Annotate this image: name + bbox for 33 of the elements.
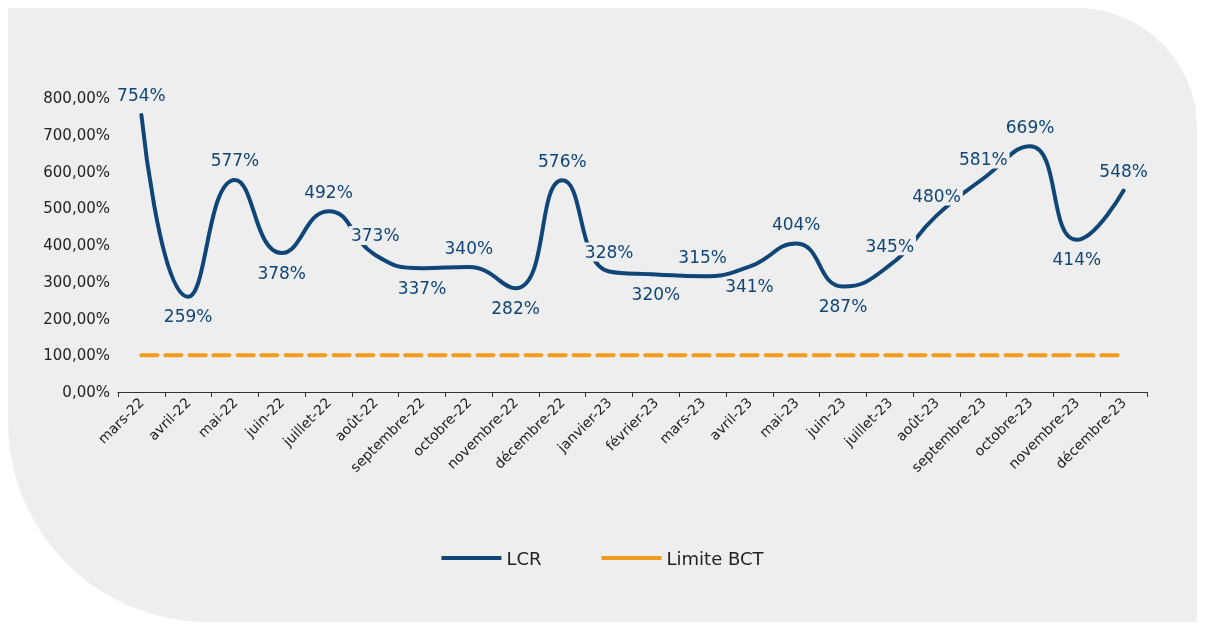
data-label: 577% (210, 150, 260, 171)
y-tick-label: 0,00% (62, 383, 110, 401)
data-label: 581% (958, 148, 1008, 169)
data-label: 320% (631, 283, 681, 304)
data-label: 373% (350, 225, 400, 246)
data-label: 337% (397, 277, 447, 298)
data-label: 754% (117, 85, 166, 106)
data-label: 287% (818, 296, 868, 317)
data-label: 480% (912, 186, 961, 207)
y-tick-label: 200,00% (43, 309, 110, 328)
y-tick-label: 700,00% (43, 125, 110, 144)
data-label: 282% (491, 297, 540, 318)
data-label: 492% (304, 181, 353, 202)
data-label: 341% (725, 276, 774, 297)
data-label: 669% (1005, 116, 1055, 137)
data-label: 259% (163, 306, 213, 327)
y-tick-label: 500,00% (43, 199, 110, 218)
data-label: 378% (257, 262, 307, 283)
data-label: 345% (865, 235, 915, 256)
legend-label: LCR (506, 547, 542, 569)
y-tick-label: 800,00% (43, 89, 110, 107)
data-label: 315% (678, 246, 727, 267)
data-label: 340% (444, 237, 494, 258)
y-tick-label: 100,00% (43, 346, 110, 365)
y-tick-label: 300,00% (43, 272, 110, 291)
y-tick-label: 400,00% (43, 236, 110, 254)
y-tick-label: 600,00% (43, 162, 110, 181)
data-label: 414% (1052, 249, 1102, 270)
data-label: 404% (771, 214, 821, 235)
data-label: 576% (538, 150, 587, 171)
legend-label: Limite BCT (666, 547, 765, 569)
data-label: 548% (1099, 161, 1148, 182)
data-label: 328% (584, 241, 634, 262)
